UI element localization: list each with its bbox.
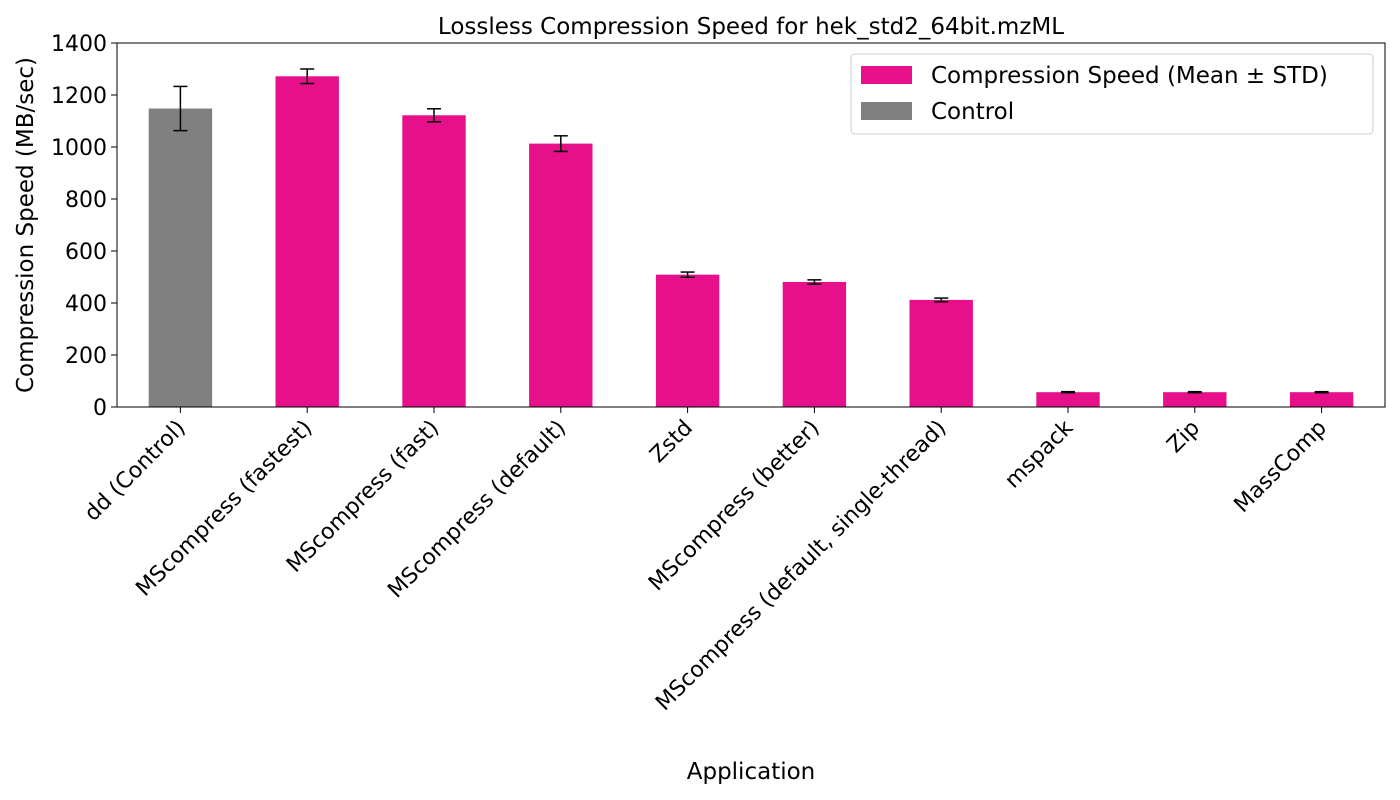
legend-swatch [861, 66, 912, 84]
plot-frame [116, 42, 1386, 408]
bar [529, 143, 593, 407]
bar [402, 115, 466, 407]
x-tick-label: mspack [1000, 415, 1078, 493]
y-axis-label: Compression Speed (MB/sec) [13, 57, 39, 393]
bars-group [148, 76, 1354, 408]
bar [909, 299, 973, 407]
y-tick-label: 1000 [51, 136, 107, 161]
y-axis: 0 200 400 600 800 1000 1200 1400 [51, 32, 117, 421]
x-tick-label: Zip [1163, 416, 1206, 459]
x-tick-label: Zstd [645, 416, 697, 468]
error-bar [807, 279, 822, 285]
legend-entry: Compression Speed (Mean ± STD) [931, 63, 1328, 89]
error-bar [680, 271, 695, 279]
y-tick-label: 200 [65, 344, 107, 369]
error-bars-group [173, 68, 1329, 394]
error-bar [1061, 390, 1075, 394]
x-tick-label: MassComp [1230, 416, 1332, 518]
y-tick-label: 0 [93, 396, 107, 421]
legend-swatch [861, 102, 912, 120]
bar [1289, 392, 1354, 407]
error-bar [427, 108, 441, 123]
chart-title: Lossless Compression Speed for hek_std2_… [438, 14, 1064, 40]
x-tick-label: MScompress (default, single-thread) [651, 416, 951, 716]
y-tick-label: 1200 [51, 84, 107, 109]
bar [275, 76, 339, 407]
x-tick-label: dd (Control) [80, 416, 191, 527]
x-axis: dd (Control)MScompress (fastest)MScompre… [80, 407, 1332, 716]
error-bar [300, 68, 315, 85]
y-tick-label: 400 [65, 292, 107, 317]
bar [782, 281, 847, 407]
x-axis-label: Application [687, 759, 816, 785]
error-bar [1187, 390, 1202, 394]
y-tick-label: 1400 [51, 32, 107, 57]
bar [148, 108, 213, 408]
error-bar [173, 85, 188, 132]
legend: Compression Speed (Mean ± STD) Control [850, 53, 1374, 135]
bar [1036, 392, 1100, 407]
bar [655, 274, 720, 407]
error-bar [934, 297, 949, 303]
legend-entry: Control [931, 99, 1014, 125]
error-bar [553, 135, 568, 153]
y-tick-label: 800 [65, 188, 107, 213]
legend-frame [850, 53, 1374, 135]
y-tick-label: 600 [65, 240, 107, 265]
bar [1163, 392, 1227, 407]
error-bar [1314, 390, 1329, 394]
